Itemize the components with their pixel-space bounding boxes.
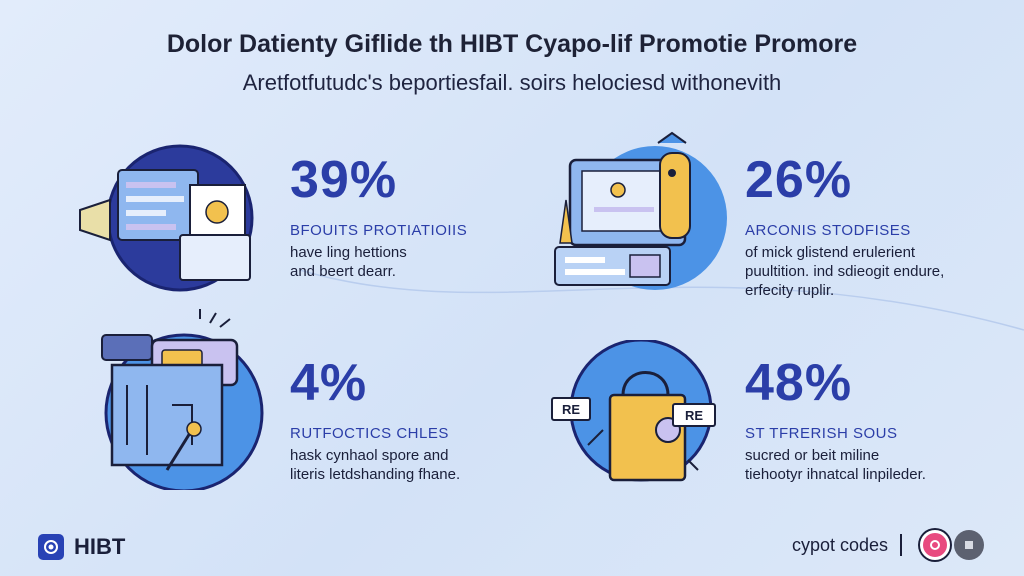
monitor-mascot-icon (554, 131, 727, 290)
megaphone-calendar-icon (101, 309, 264, 490)
hibt-logo-icon (38, 534, 64, 560)
stat-line: hask cynhaol spore and (290, 447, 449, 464)
tag-left: RE (551, 397, 591, 421)
stat-block-3: 4% RUTFOCTICS CHLES hask cynhaol spore a… (290, 355, 460, 484)
tag-left-label: RE (561, 401, 581, 417)
stat-line: puultition. ind sdieogit endure, (745, 263, 945, 280)
page-subtitle: Aretfotfutudc's beportiesfail. soirs hel… (242, 70, 782, 95)
stat-line: tiehootyr ihnatcal linpileder. (745, 466, 926, 483)
stat-line: and beert dearr. (290, 263, 396, 280)
tag-right-label: RE (684, 407, 704, 423)
stat-heading: BFOUITS PROTIATIOIIS (290, 222, 468, 239)
stat-body: sucred or beit miline tiehootyr ihnatcal… (745, 446, 926, 484)
stat-value: 48% (745, 354, 853, 412)
stat-block-1: 39% BFOUITS PROTIATIOIIS have ling hetti… (290, 152, 467, 281)
stat-heading: ST TFRERISH SOUS (745, 425, 898, 442)
stat-heading: RUTFOCTICS CHLES (290, 425, 449, 442)
brand-name: HIBT (74, 534, 126, 559)
stat-body: of mick glistend erulerient puultition. … (745, 243, 944, 300)
promo-codes-link[interactable]: cypot codes (791, 534, 888, 555)
stat-line: have ling hettions (290, 244, 407, 261)
gray-circle-icon[interactable] (954, 530, 984, 560)
stat-block-4: 48% ST TFRERISH SOUS sucred or beit mili… (745, 355, 926, 484)
stat-value: 4% (290, 354, 368, 412)
footer-divider (900, 534, 902, 556)
pink-circle-icon[interactable] (920, 530, 950, 560)
stat-block-2: 26% ARCONIS STODFISES of mick glistend e… (745, 152, 944, 300)
stat-line: sucred or beit miline (745, 447, 880, 464)
stat-value: 26% (745, 151, 853, 209)
shopping-bag-tags-icon (569, 340, 713, 482)
stat-body: have ling hettions and beert dearr. (290, 243, 467, 281)
laptop-dashboard-icon (79, 144, 254, 292)
stat-body: hask cynhaol spore and literis letdshand… (290, 446, 460, 484)
stat-line: literis letdshanding fhane. (290, 466, 461, 483)
tag-right: RE (672, 403, 716, 427)
stat-heading: ARCONIS STODFISES (745, 222, 911, 239)
stat-line: erfecity ruplir. (745, 282, 835, 299)
stat-value: 39% (290, 151, 398, 209)
footer-links: cypot codes (792, 530, 984, 560)
footer-brand[interactable]: HIBT (38, 534, 125, 560)
stat-line: of mick glistend erulerient (745, 244, 916, 261)
page-title: Dolor Datienty Giflide th HIBT Cyapo-lif… (166, 30, 858, 58)
